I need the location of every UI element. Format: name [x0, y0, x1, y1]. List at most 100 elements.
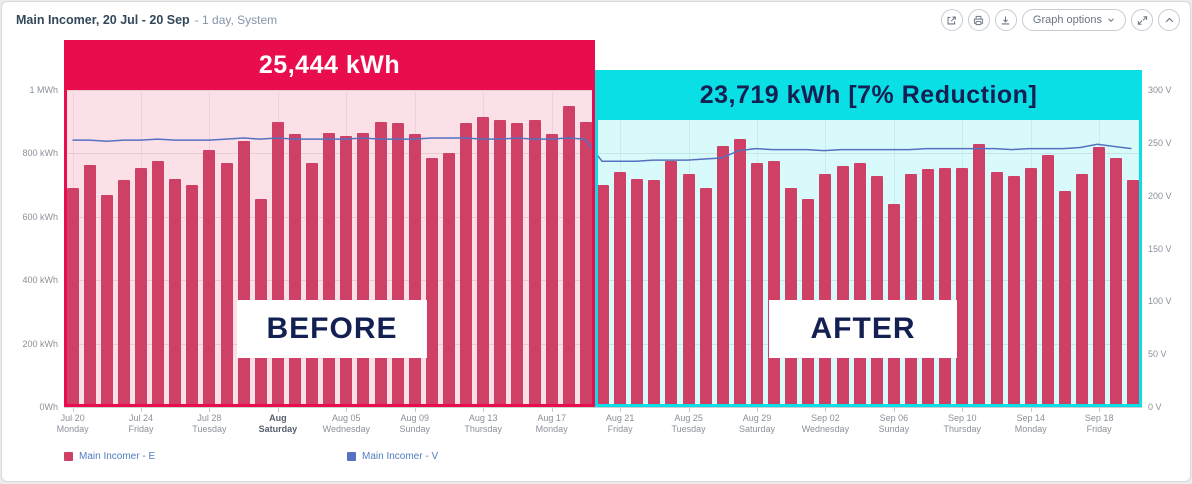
bar-day-25[interactable] — [494, 120, 507, 407]
bar-day-6[interactable] — [169, 178, 182, 407]
expand-icon — [1137, 15, 1148, 26]
bar-day-54[interactable] — [990, 172, 1003, 407]
bar-day-50[interactable] — [922, 169, 935, 408]
y-axis-tick-label: 0Wh — [39, 402, 58, 412]
bar-day-8[interactable] — [203, 150, 216, 407]
x-axis-tick-label: Sep 02 Wednesday — [801, 413, 850, 434]
bar-day-26[interactable] — [511, 123, 524, 407]
export-icon — [946, 15, 957, 26]
bar-day-10[interactable] — [237, 140, 250, 407]
bar-day-42[interactable] — [785, 188, 798, 407]
download-button[interactable] — [994, 9, 1017, 31]
bar-day-32[interactable] — [614, 172, 627, 407]
chart-toolbar: Graph options — [940, 9, 1180, 31]
bar-day-29[interactable] — [562, 105, 575, 407]
bar-day-39[interactable] — [733, 139, 746, 407]
bar-day-53[interactable] — [973, 143, 986, 407]
x-axis-tick — [141, 407, 142, 412]
x-axis-tick-label: Aug 25 Tuesday — [671, 413, 706, 434]
bar-day-20[interactable] — [408, 134, 421, 407]
x-axis-tick-label: Jul 20 Monday — [56, 413, 89, 434]
legend-item-voltage[interactable]: Main Incomer - V — [347, 451, 438, 462]
x-axis-tick — [414, 407, 416, 412]
before-label-box: BEFORE — [237, 300, 427, 358]
bar-day-56[interactable] — [1024, 167, 1037, 407]
bar-day-59[interactable] — [1076, 174, 1089, 407]
y2-axis-tick-label: 50 V — [1148, 349, 1167, 360]
print-button[interactable] — [967, 9, 990, 31]
before-total-text: 25,444 kWh — [258, 50, 401, 79]
bar-day-1[interactable] — [83, 164, 96, 407]
x-axis-tick-label: Aug 05 Wednesday — [322, 413, 370, 434]
chart-header: Main Incomer, 20 Jul - 20 Sep - 1 day, S… — [2, 2, 1190, 38]
x-axis-tick-label: Sep 06 Sunday — [878, 413, 910, 434]
x-axis-tick — [209, 407, 211, 412]
bar-day-24[interactable] — [477, 116, 490, 407]
bar-day-33[interactable] — [631, 178, 644, 407]
bar-day-55[interactable] — [1007, 175, 1020, 407]
bar-day-31[interactable] — [597, 185, 609, 407]
bar-day-51[interactable] — [939, 167, 952, 407]
chevron-down-icon — [1107, 16, 1115, 24]
x-axis-tick — [688, 407, 690, 412]
bar-day-21[interactable] — [425, 158, 438, 407]
bar-day-41[interactable] — [768, 161, 781, 407]
after-total-text: 23,719 kWh [7% Reduction] — [699, 80, 1038, 109]
bar-day-23[interactable] — [460, 123, 473, 407]
export-button[interactable] — [940, 9, 963, 31]
bar-day-19[interactable] — [391, 123, 404, 407]
bar-day-49[interactable] — [905, 174, 917, 407]
bar-day-35[interactable] — [665, 161, 678, 407]
bar-day-38[interactable] — [716, 145, 729, 407]
bar-day-27[interactable] — [528, 120, 541, 407]
bar-day-13[interactable] — [289, 134, 301, 407]
bar-day-16[interactable] — [340, 136, 353, 407]
bar-day-7[interactable] — [186, 185, 199, 407]
bar-day-52[interactable] — [956, 167, 969, 407]
energy-series-swatch — [64, 452, 73, 461]
bar-day-60[interactable] — [1093, 147, 1106, 407]
bar-day-36[interactable] — [682, 174, 695, 407]
bar-day-40[interactable] — [751, 162, 763, 407]
y-axis-tick-label: 400 kWh — [22, 275, 58, 286]
after-banner: 23,719 kWh [7% Reduction] — [595, 70, 1142, 120]
bar-day-34[interactable] — [648, 180, 661, 407]
x-axis-tick — [277, 407, 279, 412]
bar-day-9[interactable] — [220, 162, 233, 407]
x-axis-tick-label: Aug 17 Monday — [535, 413, 568, 434]
bar-day-62[interactable] — [1127, 180, 1140, 407]
y-axis-tick-label: 1 MWh — [29, 85, 58, 95]
x-axis-tick — [551, 407, 553, 412]
bar-day-22[interactable] — [443, 153, 455, 407]
bar-day-57[interactable] — [1041, 155, 1054, 407]
bar-day-5[interactable] — [152, 161, 165, 407]
bar-day-30[interactable] — [579, 121, 592, 407]
x-axis-tick — [346, 407, 348, 412]
collapse-button[interactable] — [1158, 9, 1180, 31]
legend-item-energy[interactable]: Main Incomer - E — [64, 451, 155, 462]
y2-axis-tick-label: 100 V — [1148, 296, 1172, 307]
graph-options-button[interactable]: Graph options — [1021, 9, 1126, 31]
bar-day-3[interactable] — [117, 180, 130, 407]
bar-day-46[interactable] — [853, 162, 866, 407]
bar-day-2[interactable] — [100, 194, 113, 407]
bar-day-4[interactable] — [135, 167, 147, 407]
bar-day-0[interactable] — [66, 188, 79, 407]
bar-day-14[interactable] — [306, 162, 319, 407]
bar-day-47[interactable] — [870, 175, 883, 407]
bar-day-58[interactable] — [1059, 191, 1071, 407]
y2-axis-tick-label: 150 V — [1148, 243, 1172, 254]
x-axis-tick — [72, 407, 74, 412]
y2-axis-tick-label: 0 V — [1148, 402, 1162, 412]
expand-button[interactable] — [1131, 9, 1153, 31]
chart-title: Main Incomer, 20 Jul - 20 Sep — [16, 13, 190, 27]
bar-day-28[interactable] — [545, 134, 558, 407]
bar-day-44[interactable] — [819, 174, 832, 407]
bar-day-15[interactable] — [323, 132, 336, 407]
bar-day-18[interactable] — [374, 121, 387, 407]
bar-day-45[interactable] — [836, 166, 849, 407]
bar-day-37[interactable] — [699, 188, 712, 407]
bar-day-12[interactable] — [271, 121, 284, 407]
bar-day-17[interactable] — [357, 132, 370, 407]
bar-day-61[interactable] — [1110, 158, 1123, 407]
